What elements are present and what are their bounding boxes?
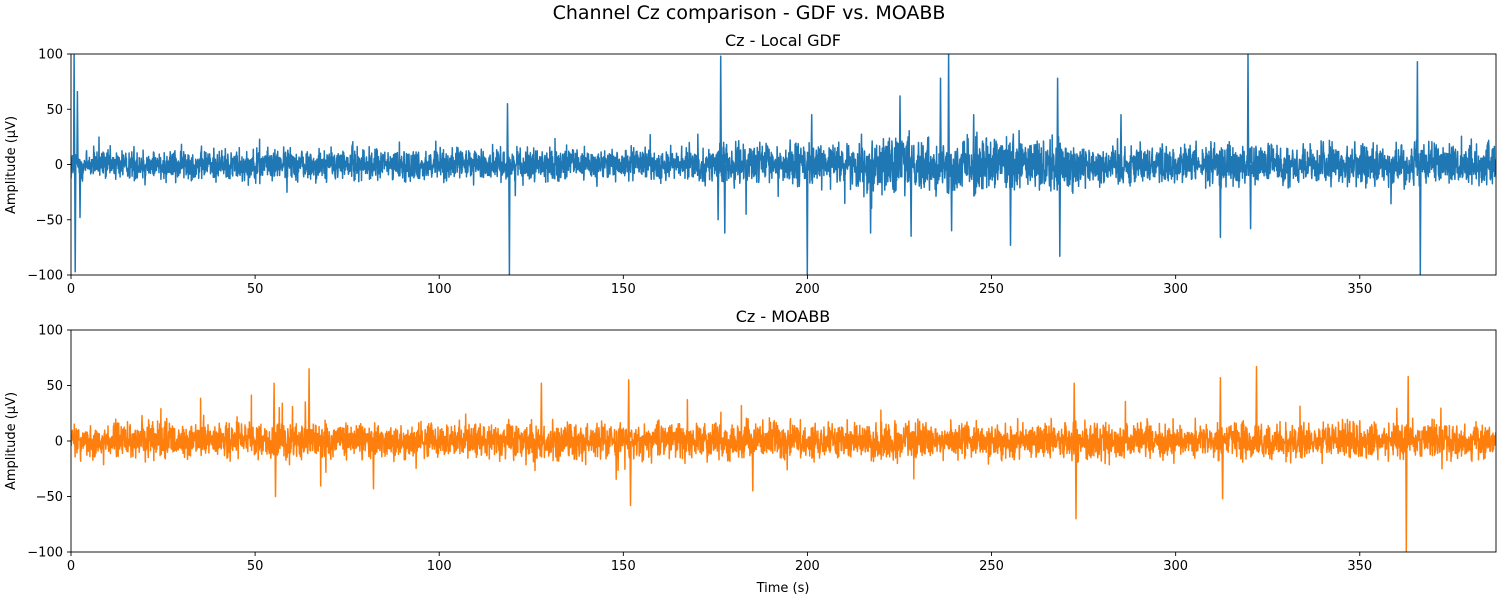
top-axis-ticks: 0 50 100 150 200 250 300 350 −100 −50 0 50 100 <box>27 48 1372 298</box>
y-tick-label: 100 <box>38 48 63 63</box>
bottom-y-axis-label: Amplitude (µV) <box>4 392 19 490</box>
y-tick-label: −50 <box>36 213 63 228</box>
top-subplot-title: Cz - Local GDF <box>725 31 841 50</box>
x-tick-label: 100 <box>427 282 452 297</box>
gdf-signal-line <box>71 54 1496 275</box>
y-tick-label: −50 <box>36 490 63 505</box>
y-tick-label: −100 <box>27 269 63 284</box>
figure-suptitle: Channel Cz comparison - GDF vs. MOABB <box>553 2 946 24</box>
y-tick-label: 0 <box>55 435 63 450</box>
bottom-subplot-moabb: Cz - MOABB Amplitude (µV) Time (s) 0 50 10… <box>4 307 1497 596</box>
top-signal-trace <box>71 54 1496 275</box>
x-tick-label: 50 <box>247 559 264 574</box>
x-tick-label: 350 <box>1347 282 1372 297</box>
x-tick-label: 150 <box>611 559 636 574</box>
y-tick-label: 100 <box>38 324 63 339</box>
bottom-subplot-title: Cz - MOABB <box>736 307 831 326</box>
bottom-axis-ticks: 0 50 100 150 200 250 300 350 −100 −50 0 50 100 <box>27 324 1372 575</box>
x-tick-label: 300 <box>1163 282 1188 297</box>
bottom-x-axis-label: Time (s) <box>756 581 810 596</box>
x-tick-label: 350 <box>1347 559 1372 574</box>
x-tick-label: 300 <box>1163 559 1188 574</box>
top-subplot-gdf: Cz - Local GDF Amplitude (µV) 0 50 100 150 2… <box>4 31 1497 298</box>
y-tick-label: 50 <box>46 103 63 118</box>
x-tick-label: 150 <box>611 282 636 297</box>
x-tick-label: 200 <box>795 282 820 297</box>
y-tick-label: −100 <box>27 546 63 561</box>
x-tick-label: 250 <box>979 282 1004 297</box>
top-y-axis-label: Amplitude (µV) <box>4 116 19 214</box>
x-tick-label: 100 <box>427 559 452 574</box>
x-tick-label: 0 <box>67 282 75 297</box>
x-tick-label: 200 <box>795 559 820 574</box>
x-tick-label: 0 <box>67 559 75 574</box>
x-tick-label: 250 <box>979 559 1004 574</box>
x-tick-label: 50 <box>247 282 264 297</box>
y-tick-label: 0 <box>55 158 63 173</box>
bottom-signal-trace <box>71 365 1496 552</box>
y-tick-label: 50 <box>46 379 63 394</box>
moabb-signal-line <box>71 365 1496 552</box>
